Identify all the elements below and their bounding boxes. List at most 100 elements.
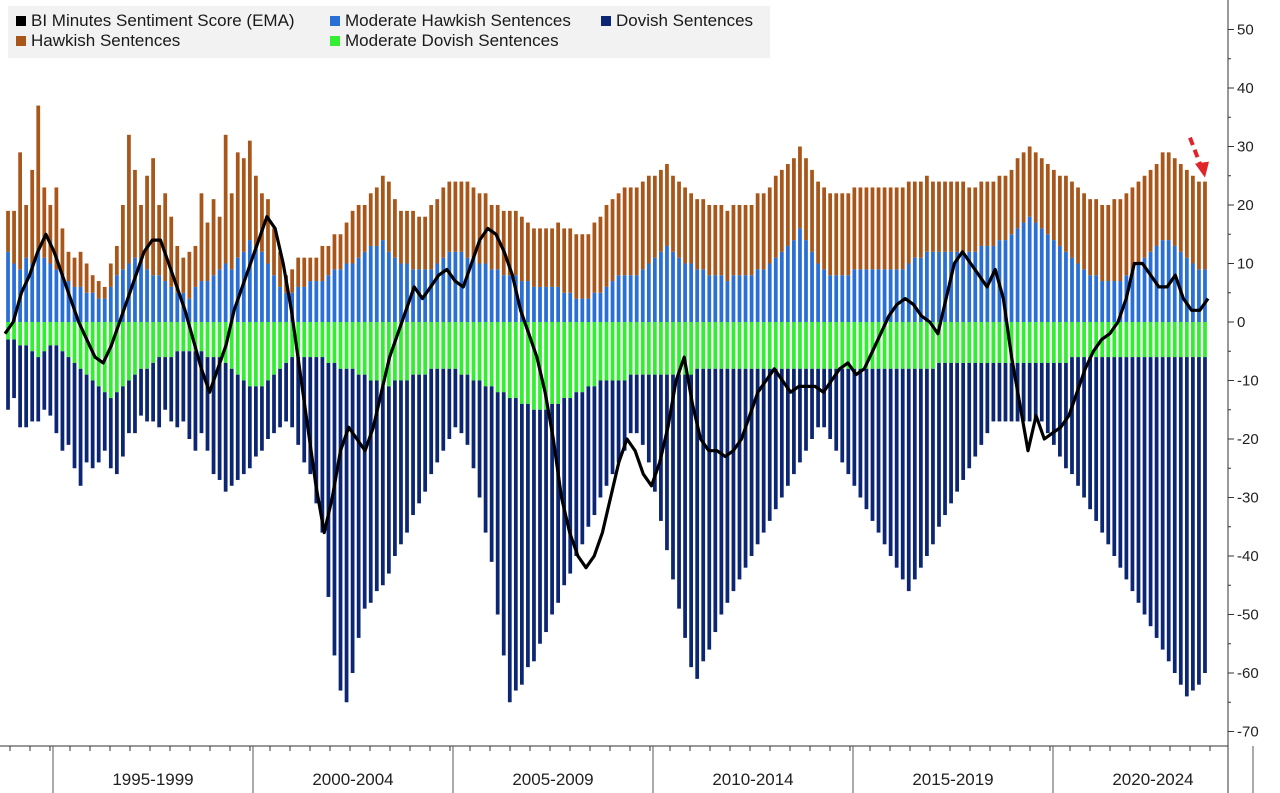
moderate-hawkish-bar bbox=[840, 275, 845, 322]
moderate-hawkish-bar bbox=[501, 275, 506, 322]
dovish-bar bbox=[1142, 357, 1147, 615]
moderate-hawkish-bar bbox=[84, 292, 89, 322]
dovish-bar bbox=[199, 351, 204, 434]
moderate-hawkish-bar bbox=[205, 281, 210, 322]
moderate-hawkish-bar bbox=[779, 251, 784, 322]
moderate-dovish-bar bbox=[320, 322, 325, 358]
moderate-hawkish-bar bbox=[386, 251, 391, 322]
moderate-hawkish-bar bbox=[477, 263, 482, 322]
moderate-dovish-bar bbox=[1178, 322, 1183, 358]
moderate-dovish-bar bbox=[441, 322, 446, 369]
moderate-hawkish-bar bbox=[114, 275, 119, 322]
dovish-bar bbox=[731, 368, 736, 592]
moderate-dovish-bar bbox=[127, 322, 131, 381]
moderate-dovish-bar bbox=[507, 322, 512, 399]
moderate-hawkish-bar bbox=[973, 251, 978, 322]
moderate-hawkish-bar bbox=[1197, 269, 1201, 322]
moderate-dovish-bar bbox=[501, 322, 506, 393]
moderate-hawkish-bar bbox=[1094, 275, 1099, 322]
hawkish-bar bbox=[501, 210, 506, 276]
hawkish-bar bbox=[78, 251, 83, 287]
hawkish-bar bbox=[1088, 199, 1092, 276]
moderate-hawkish-bar bbox=[272, 275, 276, 322]
hawkish-bar bbox=[266, 199, 270, 264]
moderate-dovish-bar bbox=[767, 322, 772, 369]
dovish-bar bbox=[737, 368, 742, 580]
y-tick-label: -30 bbox=[1237, 490, 1259, 507]
hawkish-bar bbox=[846, 193, 851, 276]
moderate-hawkish-bar bbox=[574, 298, 579, 322]
dovish-bar bbox=[151, 362, 155, 422]
hawkish-bar bbox=[616, 193, 621, 276]
dovish-bar bbox=[338, 368, 343, 691]
moderate-hawkish-bar bbox=[1045, 234, 1050, 322]
dovish-bar bbox=[260, 386, 264, 451]
moderate-dovish-bar bbox=[78, 322, 83, 369]
moderate-hawkish-bar bbox=[314, 281, 319, 322]
y-tick-label: 0 bbox=[1237, 314, 1245, 331]
moderate-hawkish-bar bbox=[1160, 240, 1165, 322]
dovish-bar bbox=[912, 368, 917, 580]
hawkish-bar bbox=[961, 181, 966, 252]
dovish-bar bbox=[12, 339, 16, 399]
dovish-bar bbox=[550, 403, 554, 615]
moderate-dovish-bar bbox=[846, 322, 851, 369]
hawkish-bar bbox=[471, 187, 476, 258]
moderate-dovish-bar bbox=[12, 322, 16, 340]
dovish-bar bbox=[622, 380, 627, 451]
hawkish-bar bbox=[586, 234, 591, 299]
moderate-dovish-bar bbox=[1148, 322, 1153, 358]
dovish-bar bbox=[743, 368, 748, 568]
hawkish-bar bbox=[399, 210, 403, 264]
hawkish-bar bbox=[622, 187, 627, 276]
dovish-bar bbox=[828, 368, 833, 439]
hawkish-bar bbox=[870, 187, 875, 270]
moderate-dovish-bar bbox=[1027, 322, 1032, 363]
moderate-hawkish-bar bbox=[495, 269, 500, 322]
moderate-dovish-bar bbox=[254, 322, 258, 387]
hawkish-bar bbox=[918, 181, 923, 258]
moderate-hawkish-bar bbox=[894, 269, 899, 322]
dovish-bar bbox=[175, 351, 180, 428]
moderate-hawkish-bar bbox=[441, 257, 446, 322]
moderate-dovish-bar bbox=[598, 322, 603, 381]
hawkish-bar bbox=[798, 146, 802, 229]
hawkish-bar bbox=[955, 181, 959, 252]
hawkish-bar bbox=[804, 158, 808, 241]
dovish-bar bbox=[785, 368, 790, 486]
legend-label-hawkish: Hawkish Sentences bbox=[31, 31, 181, 50]
moderate-dovish-bar bbox=[1088, 322, 1092, 358]
moderate-hawkish-bar bbox=[900, 269, 905, 322]
moderate-dovish-bar bbox=[943, 322, 947, 363]
moderate-dovish-bar bbox=[610, 322, 615, 381]
moderate-dovish-bar bbox=[151, 322, 155, 363]
dovish-bar bbox=[918, 368, 923, 568]
hawkish-bar bbox=[840, 193, 845, 276]
moderate-dovish-bar bbox=[1112, 322, 1117, 358]
legend-item-moderate-dovish: Moderate Dovish Sentences bbox=[330, 31, 559, 51]
moderate-hawkish-bar bbox=[967, 251, 972, 322]
hawkish-bar bbox=[18, 152, 22, 270]
moderate-dovish-bar bbox=[568, 322, 573, 399]
x-period-label: 2010-2014 bbox=[712, 770, 793, 789]
moderate-hawkish-bar bbox=[949, 251, 953, 322]
moderate-dovish-bar bbox=[870, 322, 875, 369]
hawkish-bar bbox=[417, 216, 421, 270]
hawkish-bar bbox=[665, 164, 669, 246]
dovish-bar bbox=[465, 374, 470, 445]
moderate-hawkish-bar bbox=[374, 245, 379, 322]
dovish-bar bbox=[761, 368, 766, 533]
moderate-hawkish-bar bbox=[1203, 269, 1207, 322]
dovish-bar bbox=[834, 368, 839, 451]
moderate-dovish-bar bbox=[761, 322, 766, 369]
moderate-dovish-bar bbox=[205, 322, 210, 358]
dovish-bar bbox=[66, 357, 71, 445]
dovish-bar bbox=[163, 357, 168, 410]
moderate-dovish-bar bbox=[640, 322, 645, 375]
moderate-dovish-bar bbox=[368, 322, 373, 381]
hawkish-bar bbox=[199, 193, 204, 282]
moderate-hawkish-bar bbox=[1058, 245, 1062, 322]
dovish-bar bbox=[767, 368, 772, 521]
hawkish-bar bbox=[90, 275, 95, 293]
moderate-hawkish-bar bbox=[211, 275, 216, 322]
